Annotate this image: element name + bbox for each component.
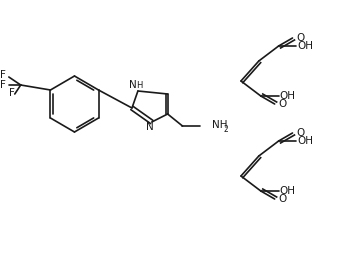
Text: N: N	[146, 122, 154, 132]
Text: O: O	[278, 194, 287, 204]
Text: NH: NH	[212, 120, 228, 130]
Text: OH: OH	[280, 91, 296, 101]
Text: F: F	[0, 70, 6, 80]
Text: OH: OH	[297, 136, 313, 146]
Text: O: O	[278, 99, 287, 109]
Text: F: F	[9, 88, 15, 98]
Text: 2: 2	[223, 124, 228, 134]
Text: OH: OH	[280, 186, 296, 196]
Text: H: H	[136, 81, 142, 89]
Text: OH: OH	[297, 41, 313, 51]
Text: N: N	[129, 80, 137, 90]
Text: O: O	[296, 128, 305, 138]
Text: F: F	[0, 80, 6, 90]
Text: O: O	[296, 33, 305, 43]
